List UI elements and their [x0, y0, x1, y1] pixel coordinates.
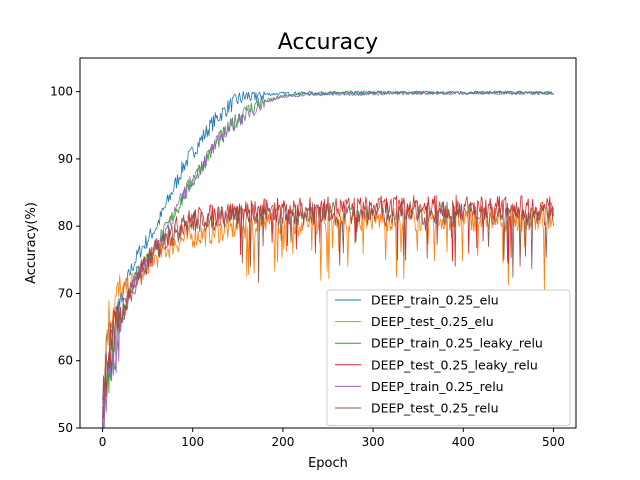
series-line-5	[102, 91, 554, 428]
legend-label: DEEP_test_0.25_leaky_relu	[371, 357, 538, 372]
plot-frame	[79, 57, 577, 429]
series-layer	[102, 90, 554, 428]
legend-label: DEEP_test_0.25_elu	[371, 314, 494, 329]
legend-label: DEEP_train_0.25_relu	[371, 379, 504, 394]
legend-label: DEEP_train_0.25_elu	[371, 293, 499, 308]
legend-label: DEEP_test_0.25_relu	[371, 401, 499, 416]
x-axis: 0 100 200 300 400 500	[99, 428, 565, 449]
series-line-4	[102, 194, 554, 419]
y-tick-label: 70	[58, 286, 73, 300]
y-axis: 50 60 70 80 90 100	[50, 85, 80, 435]
y-tick-label: 50	[58, 421, 73, 435]
x-axis-label: Epoch	[308, 456, 348, 471]
y-tick-label: 100	[50, 85, 73, 99]
chart-title: Accuracy	[278, 30, 378, 55]
x-tick-label: 500	[542, 435, 565, 449]
x-tick-label: 100	[181, 435, 204, 449]
series-line-6	[102, 200, 554, 427]
series-line-1	[102, 90, 554, 428]
legend-label: DEEP_train_0.25_leaky_relu	[371, 336, 543, 351]
y-tick-label: 60	[58, 354, 73, 368]
y-tick-label: 80	[58, 219, 73, 233]
y-axis-label: Accuracy(%)	[24, 202, 39, 284]
legend-box	[326, 289, 571, 427]
legend: DEEP_train_0.25_elu DEEP_test_0.25_elu DEE…	[326, 289, 571, 427]
series-line-2	[102, 206, 554, 416]
x-tick-label: 300	[362, 435, 385, 449]
y-tick-label: 90	[58, 152, 73, 166]
x-tick-label: 0	[99, 435, 107, 449]
x-tick-label: 200	[271, 435, 294, 449]
x-tick-label: 400	[452, 435, 475, 449]
